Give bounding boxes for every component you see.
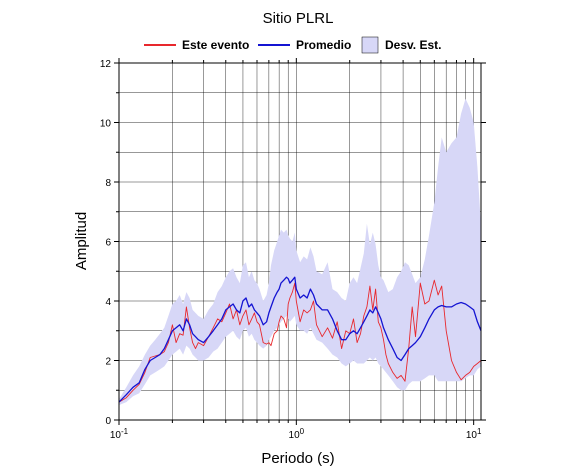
x-tick-label-base: 10 — [466, 430, 478, 441]
std-dev-area — [119, 98, 481, 406]
x-tick-label: 101 — [466, 427, 482, 441]
y-tick-label: 4 — [105, 297, 111, 308]
y-tick-label: 2 — [105, 357, 111, 368]
x-tick-label-exponent: 0 — [300, 427, 305, 436]
series-lines — [118, 276, 482, 403]
legend: Este evento Promedio Desv. Est. — [144, 36, 441, 54]
series-line-este-evento — [118, 279, 482, 403]
x-tick-label-exponent: 1 — [477, 427, 482, 436]
y-tick-label: 6 — [105, 238, 111, 249]
y-tick-label: 10 — [100, 119, 112, 130]
y-tick-label: 8 — [105, 178, 111, 189]
y-axis-label: Amplitud — [73, 212, 90, 270]
legend-label-este-evento: Este evento — [182, 38, 249, 52]
chart-title: Sitio PLRL — [263, 10, 334, 27]
x-tick-label-base: 10 — [289, 430, 301, 441]
x-tick-label: 10-1 — [110, 427, 129, 441]
legend-swatch-desv-est — [361, 36, 379, 54]
x-tick-label: 100 — [289, 427, 305, 441]
legend-label-promedio: Promedio — [296, 38, 351, 52]
x-axis-label: Periodo (s) — [261, 450, 334, 467]
y-tick-label: 0 — [105, 416, 111, 427]
legend-label-desv-est: Desv. Est. — [385, 38, 441, 52]
std-dev-band — [119, 98, 481, 406]
x-tick-label-exponent: -1 — [121, 427, 129, 436]
y-tick-label: 12 — [100, 59, 112, 70]
x-tick-label-base: 10 — [110, 430, 122, 441]
series-line-promedio — [118, 276, 482, 403]
